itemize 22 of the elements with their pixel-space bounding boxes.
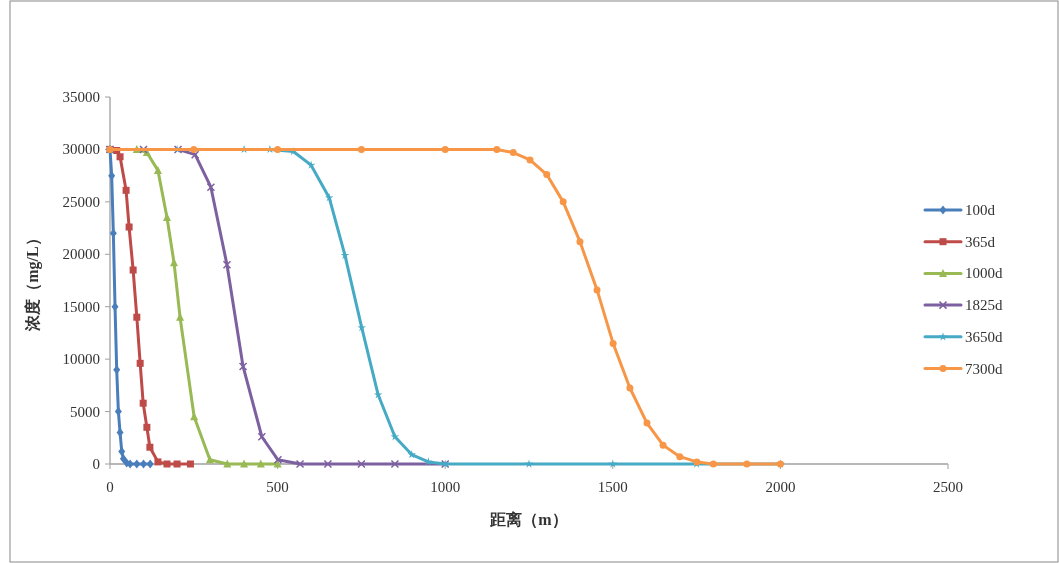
x-tick-label: 1000 xyxy=(430,479,461,495)
x-tick-label: 2500 xyxy=(933,479,963,495)
y-tick-label: 30000 xyxy=(62,141,100,158)
legend-label: 1000d xyxy=(965,265,1003,282)
y-tick-label: 35000 xyxy=(62,89,100,105)
legend-label: 7300d xyxy=(965,360,1003,377)
y-tick-label: 25000 xyxy=(62,193,100,210)
x-tick-label: 500 xyxy=(266,479,289,495)
y-axis-title: 浓度（mg/L） xyxy=(23,230,42,332)
legend-label: 1825d xyxy=(965,297,1003,314)
x-tick-label: 1500 xyxy=(597,479,628,495)
y-tick-label: 5000 xyxy=(70,403,100,420)
legend-label: 365d xyxy=(965,233,996,250)
legend-label: 100d xyxy=(965,202,996,218)
x-axis-title: 距离（m） xyxy=(489,510,568,529)
y-tick-label: 0 xyxy=(92,456,100,472)
y-tick-label: 20000 xyxy=(62,246,100,263)
y-tick-label: 10000 xyxy=(62,351,100,368)
legend-label: 3650d xyxy=(965,328,1003,345)
x-tick-label: 2000 xyxy=(765,479,796,495)
x-tick-label: 0 xyxy=(106,479,114,495)
y-tick-label: 15000 xyxy=(62,298,100,315)
